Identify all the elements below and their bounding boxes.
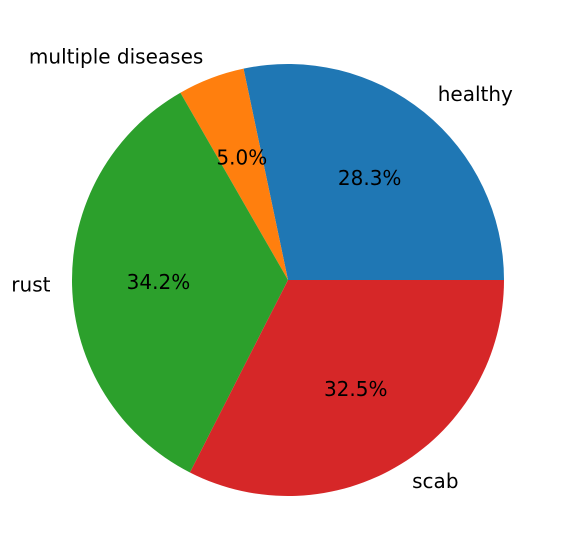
pie-percent-label-healthy: 28.3% bbox=[338, 166, 402, 190]
pie-percent-label-rust: 34.2% bbox=[127, 270, 191, 294]
pie-category-label-scab: scab bbox=[412, 469, 458, 493]
pie-percent-label-scab: 32.5% bbox=[324, 377, 388, 401]
pie-category-label-healthy: healthy bbox=[438, 82, 513, 106]
pie-percent-label-multiple-diseases: 5.0% bbox=[216, 145, 267, 169]
pie-category-label-multiple-diseases: multiple diseases bbox=[29, 45, 203, 69]
pie-category-label-rust: rust bbox=[11, 272, 50, 296]
